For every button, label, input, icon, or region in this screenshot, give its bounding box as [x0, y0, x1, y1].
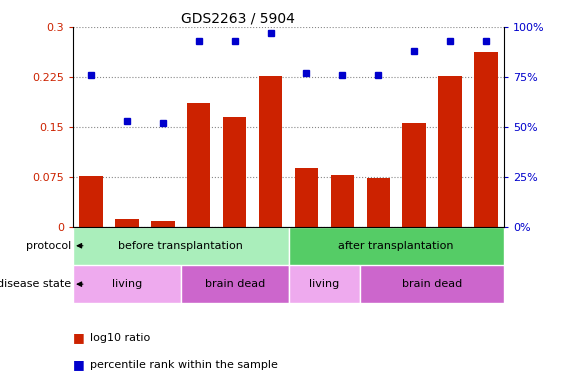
- Text: ■: ■: [73, 358, 85, 371]
- Text: brain dead: brain dead: [204, 279, 265, 289]
- Bar: [432, 227, 468, 265]
- Text: living: living: [112, 279, 142, 289]
- Bar: [468, 227, 504, 265]
- Bar: [295, 168, 318, 227]
- Bar: [115, 218, 138, 227]
- Bar: [439, 76, 462, 227]
- Bar: [187, 103, 211, 227]
- Text: GDS2263 / 5904: GDS2263 / 5904: [181, 12, 295, 26]
- Bar: [474, 52, 498, 227]
- Bar: [73, 227, 289, 265]
- Bar: [360, 265, 504, 303]
- Text: disease state: disease state: [0, 279, 72, 289]
- Text: living: living: [309, 279, 339, 289]
- Text: after transplantation: after transplantation: [338, 241, 454, 251]
- Bar: [360, 227, 396, 265]
- Text: protocol: protocol: [26, 241, 72, 251]
- Bar: [289, 227, 504, 265]
- Text: percentile rank within the sample: percentile rank within the sample: [90, 360, 278, 370]
- Bar: [217, 227, 253, 265]
- Bar: [79, 176, 103, 227]
- Bar: [330, 175, 354, 227]
- Text: brain dead: brain dead: [402, 279, 462, 289]
- Text: log10 ratio: log10 ratio: [90, 333, 150, 343]
- Bar: [253, 227, 289, 265]
- Bar: [73, 227, 109, 265]
- Bar: [223, 117, 247, 227]
- Text: before transplantation: before transplantation: [118, 241, 243, 251]
- Bar: [367, 178, 390, 227]
- Bar: [289, 227, 324, 265]
- Bar: [181, 227, 217, 265]
- Bar: [73, 265, 181, 303]
- Bar: [151, 221, 175, 227]
- Bar: [181, 265, 289, 303]
- Bar: [145, 227, 181, 265]
- Text: ■: ■: [73, 331, 85, 344]
- Bar: [259, 76, 282, 227]
- Bar: [396, 227, 432, 265]
- Bar: [289, 265, 360, 303]
- Bar: [109, 227, 145, 265]
- Bar: [324, 227, 360, 265]
- Bar: [403, 123, 426, 227]
